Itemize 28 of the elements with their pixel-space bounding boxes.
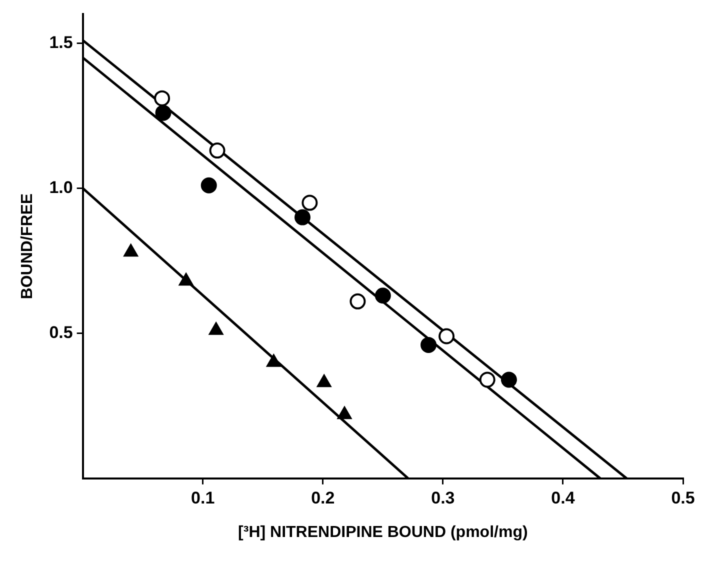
x-tick-label: 0.1 [191,488,215,508]
x-tick-label: 0.5 [671,488,695,508]
x-tick-label: 0.3 [431,488,455,508]
point [266,354,281,367]
x-axis-title: [³H] NITRENDIPINE BOUND (pmol/mg) [238,524,528,541]
point [438,328,455,344]
point [294,209,310,226]
y-tick-label: 1.5 [49,32,73,52]
point [200,177,217,194]
point [302,194,318,211]
point [155,104,172,121]
point [350,293,366,310]
x-tick-label: 0.2 [311,488,335,508]
point [374,288,391,304]
point [179,273,194,286]
y-tick-label: 0.5 [49,323,73,342]
point [124,244,138,257]
x-tick-label: 0.4 [551,488,576,508]
point [420,336,437,353]
point [479,372,496,388]
point [209,322,224,335]
point [337,406,352,420]
point [317,374,332,388]
y-axis-title: BOUND/FREE [19,193,36,300]
point [209,142,226,159]
y-tick-label: 1.0 [49,178,73,197]
point [154,90,170,106]
point [500,372,517,388]
